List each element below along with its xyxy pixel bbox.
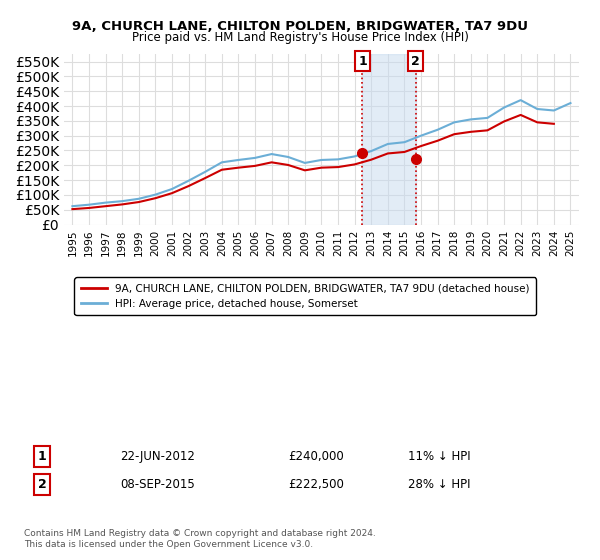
Text: 1: 1 [38,450,46,463]
Text: This data is licensed under the Open Government Licence v3.0.: This data is licensed under the Open Gov… [24,540,313,549]
Text: £240,000: £240,000 [288,450,344,463]
Text: £222,500: £222,500 [288,478,344,491]
Text: 08-SEP-2015: 08-SEP-2015 [120,478,195,491]
Text: 2: 2 [412,54,420,68]
Legend: 9A, CHURCH LANE, CHILTON POLDEN, BRIDGWATER, TA7 9DU (detached house), HPI: Aver: 9A, CHURCH LANE, CHILTON POLDEN, BRIDGWA… [74,277,536,315]
Text: 2: 2 [38,478,46,491]
Text: Price paid vs. HM Land Registry's House Price Index (HPI): Price paid vs. HM Land Registry's House … [131,31,469,44]
Text: 22-JUN-2012: 22-JUN-2012 [120,450,195,463]
Text: 11% ↓ HPI: 11% ↓ HPI [408,450,470,463]
Text: 9A, CHURCH LANE, CHILTON POLDEN, BRIDGWATER, TA7 9DU: 9A, CHURCH LANE, CHILTON POLDEN, BRIDGWA… [72,20,528,32]
Text: 28% ↓ HPI: 28% ↓ HPI [408,478,470,491]
Text: 1: 1 [358,54,367,68]
Bar [362,54,416,225]
Text: Contains HM Land Registry data © Crown copyright and database right 2024.: Contains HM Land Registry data © Crown c… [24,529,376,538]
